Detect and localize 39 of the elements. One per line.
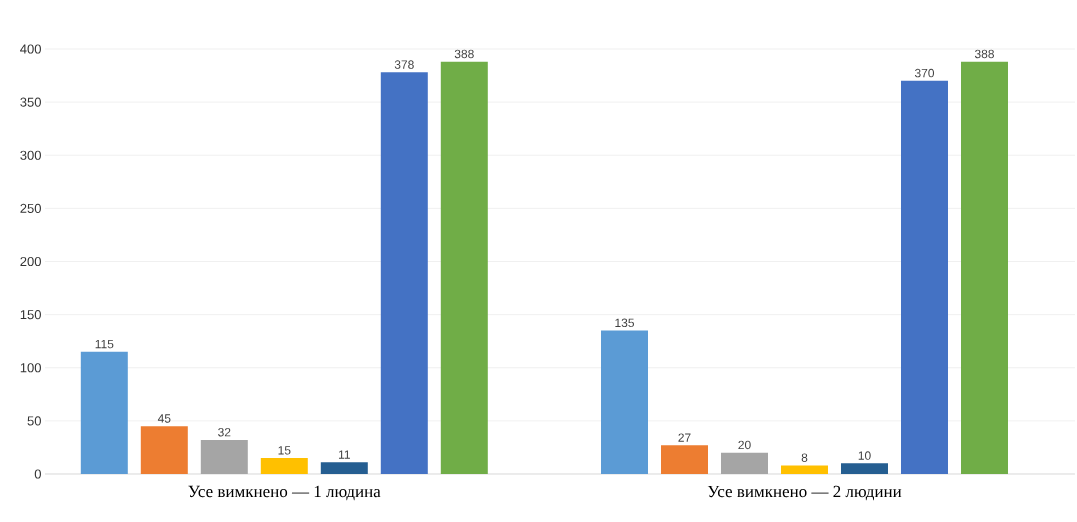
y-tick-label: 300 (20, 150, 41, 160)
data-label: 115 (95, 339, 114, 349)
bar (601, 330, 648, 474)
bar (960, 61, 1008, 474)
y-tick-label: 200 (20, 256, 41, 267)
bar (80, 351, 128, 474)
data-label: 10 (858, 451, 871, 460)
data-label: 20 (738, 440, 751, 450)
y-tick-label: 400 (20, 44, 41, 54)
bar (900, 80, 948, 474)
data-label: 370 (914, 68, 935, 78)
bar (780, 465, 828, 474)
data-label: 378 (394, 60, 414, 69)
bar (260, 458, 308, 474)
data-label: 45 (157, 414, 171, 423)
data-label: 8 (801, 453, 808, 462)
x-tick-label: Усе вимкнено — 2 людини (707, 485, 902, 501)
y-tick-label: 100 (20, 363, 41, 373)
data-label: 11 (338, 450, 350, 459)
bar (320, 462, 368, 474)
bar (440, 61, 488, 474)
y-tick-label: 0 (34, 469, 41, 479)
bar (661, 445, 708, 474)
bar (840, 463, 888, 474)
data-label: 15 (278, 446, 291, 455)
x-tick-label: Усе вимкнено — 1 людина (188, 485, 381, 501)
data-label: 27 (678, 433, 691, 442)
y-tick-label: 50 (27, 416, 41, 426)
data-label: 388 (454, 49, 474, 59)
y-tick-label: 350 (20, 97, 41, 107)
bar (720, 452, 768, 474)
y-tick-label: 150 (20, 310, 41, 320)
data-label: 135 (615, 318, 634, 328)
bar (380, 72, 428, 474)
bar (200, 439, 248, 474)
y-tick-label: 250 (20, 203, 41, 213)
data-label: 32 (218, 427, 231, 437)
bar (140, 426, 188, 474)
data-label: 388 (974, 49, 994, 59)
